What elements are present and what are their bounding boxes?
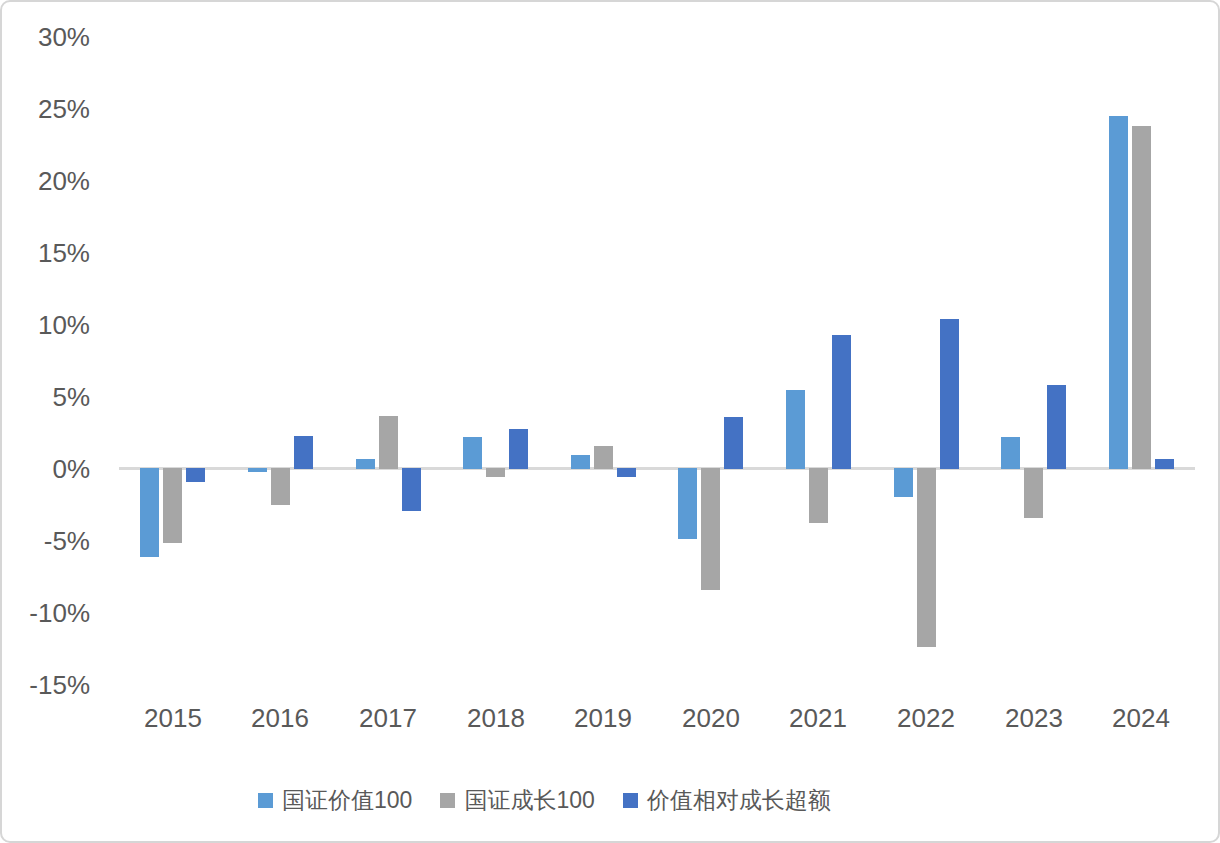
y-axis-tick-label: -15% (2, 670, 90, 700)
bar-growth100-2023 (1024, 468, 1043, 518)
legend-swatch-value100 (258, 793, 273, 808)
bar-value100-2019 (571, 455, 590, 469)
bar-excess-2017 (402, 468, 421, 511)
bar-value100-2017 (356, 459, 375, 469)
x-axis-label-2022: 2022 (871, 702, 981, 734)
y-axis-tick-label: 25% (2, 94, 90, 124)
legend-label-growth100: 国证成长100 (464, 785, 594, 816)
bar-excess-2021 (832, 335, 851, 469)
bar-value100-2018 (463, 437, 482, 469)
bar-growth100-2019 (594, 446, 613, 469)
bar-excess-2023 (1047, 385, 1066, 469)
bar-chart-plot: 30%25%20%15%10%5%0%-5%-10%-15%2015201620… (2, 2, 1218, 841)
bar-growth100-2016 (271, 468, 290, 505)
bar-growth100-2020 (701, 468, 720, 590)
x-axis-label-2021: 2021 (763, 702, 873, 734)
legend-label-value100: 国证价值100 (282, 785, 412, 816)
y-axis-tick-label: 0% (2, 454, 90, 484)
legend-swatch-growth100 (440, 793, 455, 808)
bar-value100-2024 (1109, 116, 1128, 469)
x-axis-label-2023: 2023 (979, 702, 1089, 734)
y-axis-tick-label: 10% (2, 310, 90, 340)
x-axis-label-2018: 2018 (441, 702, 551, 734)
bar-growth100-2024 (1132, 126, 1151, 469)
y-axis-tick-label: 30% (2, 22, 90, 52)
bar-growth100-2017 (379, 416, 398, 469)
y-axis-tick-label: 15% (2, 238, 90, 268)
x-axis-label-2017: 2017 (333, 702, 443, 734)
legend-swatch-excess (623, 793, 638, 808)
bar-value100-2022 (894, 468, 913, 497)
bar-excess-2018 (509, 429, 528, 469)
bar-growth100-2015 (163, 468, 182, 543)
y-axis-tick-label: -5% (2, 526, 90, 556)
bar-excess-2024 (1155, 459, 1174, 469)
bar-excess-2020 (724, 417, 743, 469)
bar-excess-2015 (186, 468, 205, 482)
legend-label-excess: 价值相对成长超额 (647, 785, 831, 816)
bar-value100-2016 (248, 468, 267, 472)
bar-excess-2022 (940, 319, 959, 469)
x-axis-label-2015: 2015 (118, 702, 228, 734)
y-axis-tick-label: 20% (2, 166, 90, 196)
legend-item-growth100: 国证成长100 (440, 785, 594, 816)
y-axis-tick-label: 5% (2, 382, 90, 412)
bar-growth100-2021 (809, 468, 828, 523)
y-axis-tick-label: -10% (2, 598, 90, 628)
bar-value100-2020 (678, 468, 697, 539)
bar-value100-2015 (140, 468, 159, 557)
chart-frame: 30%25%20%15%10%5%0%-5%-10%-15%2015201620… (0, 0, 1220, 843)
bar-excess-2019 (617, 468, 636, 477)
bar-growth100-2018 (486, 468, 505, 477)
legend-item-excess: 价值相对成长超额 (623, 785, 831, 816)
chart-legend: 国证价值100 国证成长100 价值相对成长超额 (258, 785, 831, 816)
x-axis-label-2024: 2024 (1086, 702, 1196, 734)
legend-item-value100: 国证价值100 (258, 785, 412, 816)
bar-growth100-2022 (917, 468, 936, 647)
x-axis-label-2016: 2016 (225, 702, 335, 734)
x-axis-label-2020: 2020 (656, 702, 766, 734)
bar-value100-2023 (1001, 437, 1020, 469)
x-axis-label-2019: 2019 (548, 702, 658, 734)
bar-value100-2021 (786, 390, 805, 469)
bar-excess-2016 (294, 436, 313, 469)
